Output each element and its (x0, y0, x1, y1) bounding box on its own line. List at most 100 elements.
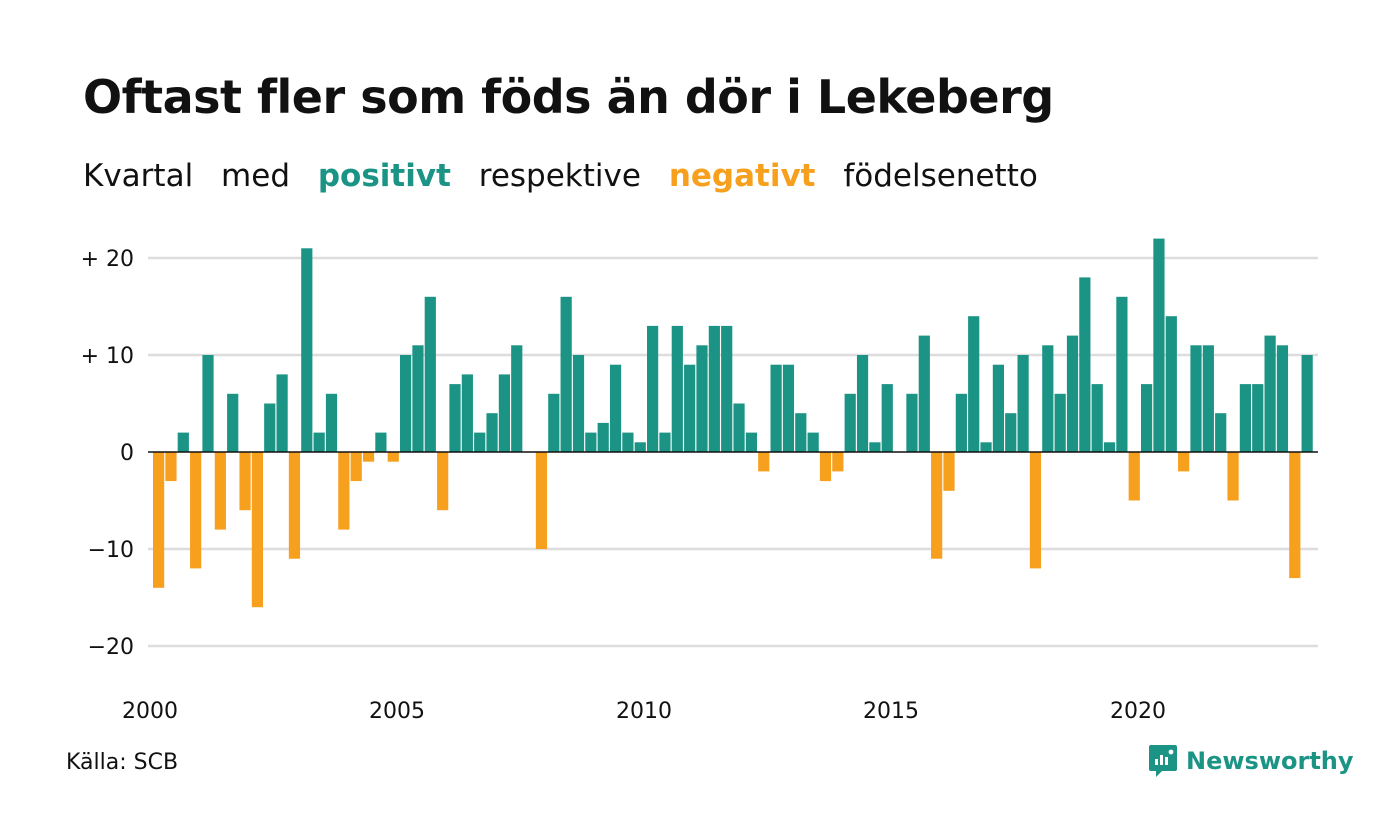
subtitle-negative-label: negativt (668, 158, 816, 194)
bar-positive (881, 384, 893, 452)
subtitle-word: med (221, 158, 290, 194)
source-label: Källa: SCB (66, 750, 179, 775)
y-axis-ticks: + 20 + 10 0 −10 −20 (81, 247, 134, 660)
bar-positive (264, 403, 276, 452)
bar-positive (325, 393, 338, 452)
bar-positive (461, 374, 473, 452)
bar-positive (918, 335, 930, 452)
bar-positive (1017, 355, 1029, 452)
bar-positive (696, 345, 708, 452)
bar-positive (227, 393, 239, 452)
bar-positive (708, 325, 720, 452)
bar-positive (770, 364, 782, 452)
y-tick-label: + 10 (81, 344, 134, 369)
bar-negative (535, 452, 548, 549)
bar-positive (906, 393, 918, 452)
bar-positive (1141, 384, 1153, 452)
bars (153, 238, 1313, 608)
bar-positive (375, 432, 387, 452)
bar-negative (214, 452, 226, 530)
bar-positive (301, 248, 313, 452)
bar-negative (362, 452, 375, 462)
y-tick-label: −20 (88, 635, 134, 660)
x-tick-label: 2015 (863, 699, 919, 724)
bar-negative (1289, 452, 1301, 579)
bar-positive (1079, 277, 1091, 452)
bar-positive (1091, 384, 1103, 452)
bar-negative (1029, 452, 1042, 569)
bar-negative (350, 452, 362, 482)
bar-negative (338, 452, 350, 530)
bar-positive (609, 364, 622, 452)
bar-positive (1165, 316, 1177, 452)
bar-positive (1042, 345, 1054, 452)
bar-positive (1066, 335, 1079, 452)
bar-positive (634, 442, 646, 452)
bar-negative (153, 452, 165, 588)
bar-positive (1116, 296, 1128, 452)
bar-positive (177, 432, 189, 452)
bar-positive (498, 374, 510, 452)
bar-positive (745, 432, 757, 452)
bar-negative (437, 452, 449, 511)
bar-positive (1005, 413, 1017, 452)
bar-negative (239, 452, 251, 511)
bar-positive (968, 316, 980, 452)
subtitle-word: födelsenetto (843, 158, 1038, 194)
bar-positive (1153, 238, 1165, 452)
subtitle-positive-label: positivt (317, 158, 451, 194)
bar-positive (980, 442, 992, 452)
bar-positive (400, 355, 412, 452)
bar-positive (572, 355, 585, 452)
bar-positive (585, 432, 597, 452)
chart-title: Oftast fler som föds än dör i Lekeberg (83, 70, 1054, 124)
y-tick-label: + 20 (81, 247, 134, 272)
bar-positive (721, 325, 733, 452)
y-tick-label: −10 (88, 538, 134, 563)
bar-positive (955, 393, 967, 452)
bar-positive (412, 345, 424, 452)
x-tick-label: 2010 (616, 699, 672, 724)
bar-positive (1252, 384, 1264, 452)
chart-subtitle: Kvartal med positivt respektive negativt… (83, 158, 1056, 194)
bar-negative (1128, 452, 1140, 501)
bar-positive (795, 413, 807, 452)
bar-negative (943, 452, 955, 491)
x-tick-label: 2000 (122, 699, 178, 724)
bar-positive (844, 393, 856, 452)
brand[interactable]: Newsworthy (1148, 744, 1354, 778)
bar-positive (807, 432, 819, 452)
bar-positive (1264, 335, 1276, 452)
bar-positive (684, 364, 696, 452)
bar-positive (622, 432, 634, 452)
bar-negative (758, 452, 770, 472)
bar-positive (486, 413, 498, 452)
bar-positive (1103, 442, 1116, 452)
bar-negative (832, 452, 844, 472)
x-tick-label: 2005 (369, 699, 425, 724)
bar-positive (1276, 345, 1289, 452)
bar-positive (1301, 355, 1313, 452)
bar-positive (449, 384, 461, 452)
bar-negative (931, 452, 943, 559)
bar-positive (992, 364, 1004, 452)
bar-positive (1215, 413, 1227, 452)
bar-positive (869, 442, 881, 452)
bar-negative (165, 452, 177, 482)
bar-positive (597, 422, 609, 452)
bar-positive (548, 393, 560, 452)
bar-positive (313, 432, 325, 452)
newsworthy-logo-icon (1149, 745, 1177, 777)
brand-name: Newsworthy (1186, 747, 1354, 775)
bar-negative (819, 452, 832, 482)
bar-positive (647, 325, 659, 452)
y-tick-label: 0 (120, 441, 134, 466)
bar-positive (1202, 345, 1214, 452)
bar-positive (202, 355, 214, 452)
bar-positive (671, 325, 683, 452)
bar-negative (251, 452, 263, 608)
bar-positive (424, 296, 436, 452)
bar-chart: + 20 + 10 0 −10 −20 2000 2005 2010 2015 2020 (81, 238, 1318, 724)
bar-positive (1054, 393, 1066, 452)
bar-positive (474, 432, 486, 452)
